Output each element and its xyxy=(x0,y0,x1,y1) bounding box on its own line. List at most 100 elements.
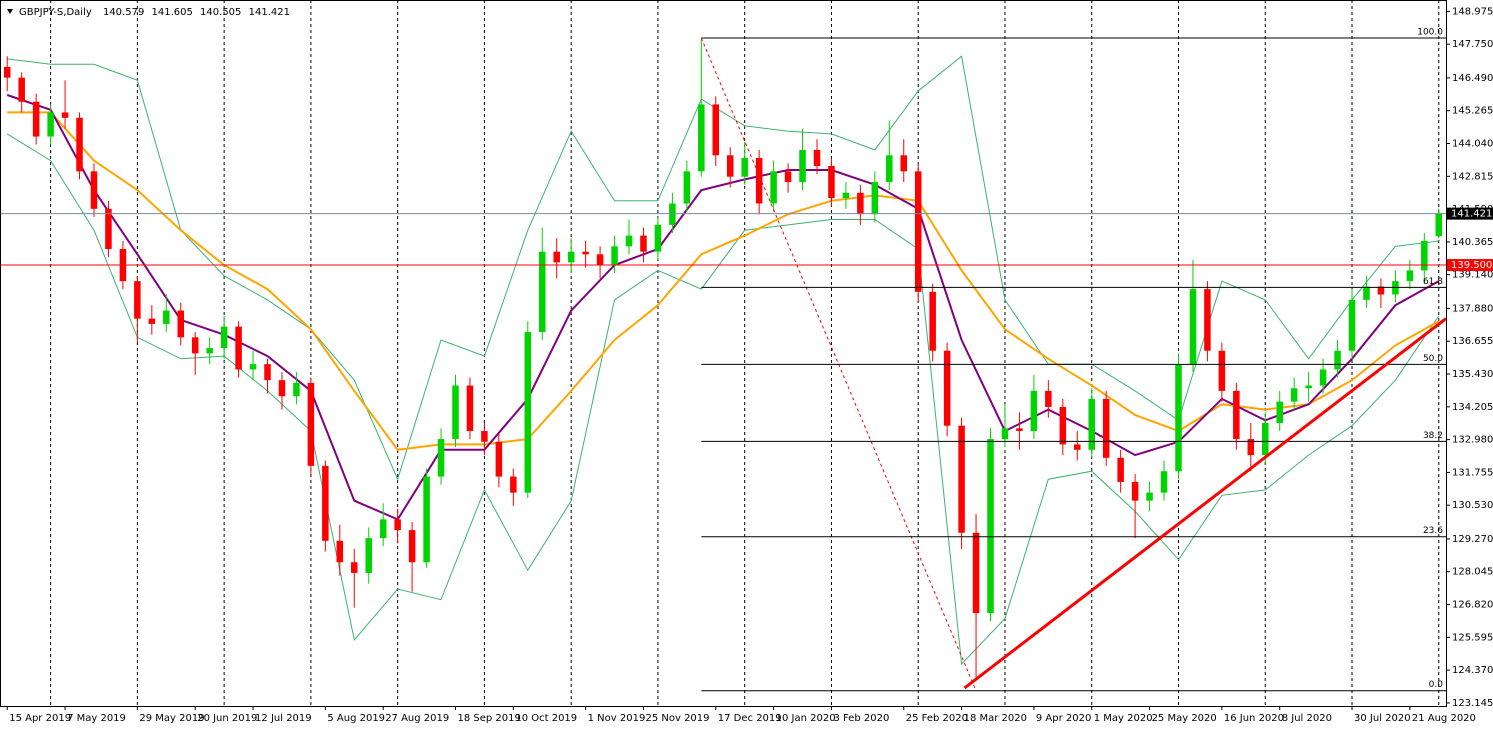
x-tick-label: 7 May 2019 xyxy=(67,713,126,724)
fibo-label: 50.0 xyxy=(1423,354,1443,364)
collapse-arrow[interactable] xyxy=(7,9,13,14)
candle-body xyxy=(958,425,965,533)
fibo-label: 100.0 xyxy=(1417,28,1443,38)
candle-body xyxy=(871,182,879,215)
level-tag xyxy=(1447,259,1493,272)
candle-body xyxy=(553,251,560,263)
candle-body xyxy=(683,171,691,204)
candle-body xyxy=(1247,439,1255,456)
header-low: 140.505 xyxy=(200,7,241,18)
candle-body xyxy=(900,155,908,172)
candle-body xyxy=(1059,406,1067,445)
candle-body xyxy=(408,530,416,563)
candle-body xyxy=(1377,286,1385,295)
candle-body xyxy=(857,192,864,215)
candle-body xyxy=(235,326,242,370)
x-tick-label: 16 Jun 2020 xyxy=(1224,713,1284,724)
x-tick-label: 18 Mar 2020 xyxy=(964,713,1027,724)
y-tick-label: 139.140 xyxy=(1452,270,1493,281)
candle-body xyxy=(206,348,213,354)
candle-body xyxy=(1102,398,1110,458)
candle-body xyxy=(134,281,141,319)
candle-body xyxy=(1363,286,1370,300)
y-tick-label: 135.430 xyxy=(1452,369,1493,380)
candle-body xyxy=(1131,481,1139,501)
header-high: 141.605 xyxy=(152,7,193,18)
y-tick-label: 123.145 xyxy=(1452,698,1493,709)
x-tick-label: 10 Oct 2019 xyxy=(515,713,577,724)
y-tick-label: 129.270 xyxy=(1452,534,1493,545)
x-tick-label: 3 Feb 2020 xyxy=(833,713,889,724)
candle-body xyxy=(611,246,618,266)
indicator-line xyxy=(6,94,1440,521)
candle-body xyxy=(654,224,662,252)
candle-body xyxy=(1088,398,1095,450)
y-tick-label: 126.820 xyxy=(1452,600,1493,611)
candle-body xyxy=(1160,471,1168,493)
candle-body xyxy=(524,331,532,493)
header-open: 140.579 xyxy=(103,7,144,18)
indicator-line xyxy=(6,133,1440,666)
candle-body xyxy=(669,203,676,225)
candle-body xyxy=(828,165,835,199)
candle-body xyxy=(1435,213,1443,237)
candle-body xyxy=(76,117,83,172)
candle-body xyxy=(886,155,893,183)
candle-body xyxy=(437,439,445,477)
candle-body xyxy=(61,112,69,118)
candle-body xyxy=(813,149,821,166)
symbol-title: GBPJPY-S,Daily xyxy=(19,7,92,18)
candle-body xyxy=(1146,492,1153,501)
x-tick-label: 18 Sep 2019 xyxy=(457,713,520,724)
x-tick-label: 21 Aug 2020 xyxy=(1412,713,1476,724)
candle-body xyxy=(784,171,792,183)
candle-body xyxy=(538,251,546,332)
x-tick-label: 29 May 2019 xyxy=(139,713,204,724)
candle-body xyxy=(1348,299,1356,351)
candle-body xyxy=(177,310,185,338)
y-tick-label: 136.655 xyxy=(1452,336,1493,347)
y-tick-label: 147.750 xyxy=(1452,39,1493,50)
x-tick-label: 17 Dec 2019 xyxy=(718,713,782,724)
candle-body xyxy=(1189,289,1197,365)
chart-header: GBPJPY-S,Daily 140.579 141.605 140.505 1… xyxy=(19,7,290,18)
x-tick-label: 25 Nov 2019 xyxy=(645,713,709,724)
candle-body xyxy=(1334,350,1341,370)
candle-body xyxy=(394,519,401,531)
candle-body xyxy=(755,157,763,204)
candle-body xyxy=(972,532,980,614)
candle-body xyxy=(1045,390,1052,407)
y-tick-label: 130.530 xyxy=(1452,500,1493,511)
candle-body xyxy=(1204,289,1211,351)
bid-tag xyxy=(1447,207,1493,220)
y-tick-label: 140.365 xyxy=(1452,237,1493,248)
x-tick-label: 20 Jun 2019 xyxy=(197,713,257,724)
candle-body xyxy=(249,364,257,370)
y-tick-label: 131.755 xyxy=(1452,467,1493,478)
x-tick-label: 1 May 2020 xyxy=(1094,713,1153,724)
x-tick-label: 15 Apr 2019 xyxy=(9,713,71,724)
fibo-label: 23.6 xyxy=(1423,526,1443,536)
y-tick-label: 125.595 xyxy=(1452,632,1493,643)
trendline xyxy=(963,317,1447,690)
candle-body xyxy=(1305,385,1312,389)
candle-body xyxy=(351,562,358,573)
candle-body xyxy=(567,251,575,263)
candle-body xyxy=(423,476,430,563)
y-tick-label: 132.980 xyxy=(1452,435,1493,446)
candle-body xyxy=(191,337,199,354)
candle-body xyxy=(914,171,922,292)
candle-body xyxy=(698,104,705,172)
candle-body xyxy=(1030,390,1038,432)
y-tick-label: 144.040 xyxy=(1452,139,1493,150)
candle-body xyxy=(1117,457,1124,482)
candle-body xyxy=(799,149,806,183)
x-tick-label: 5 Aug 2019 xyxy=(327,713,385,724)
y-tick-label: 128.045 xyxy=(1452,567,1493,578)
candle-body xyxy=(1261,423,1269,456)
candle-body xyxy=(1290,388,1298,402)
